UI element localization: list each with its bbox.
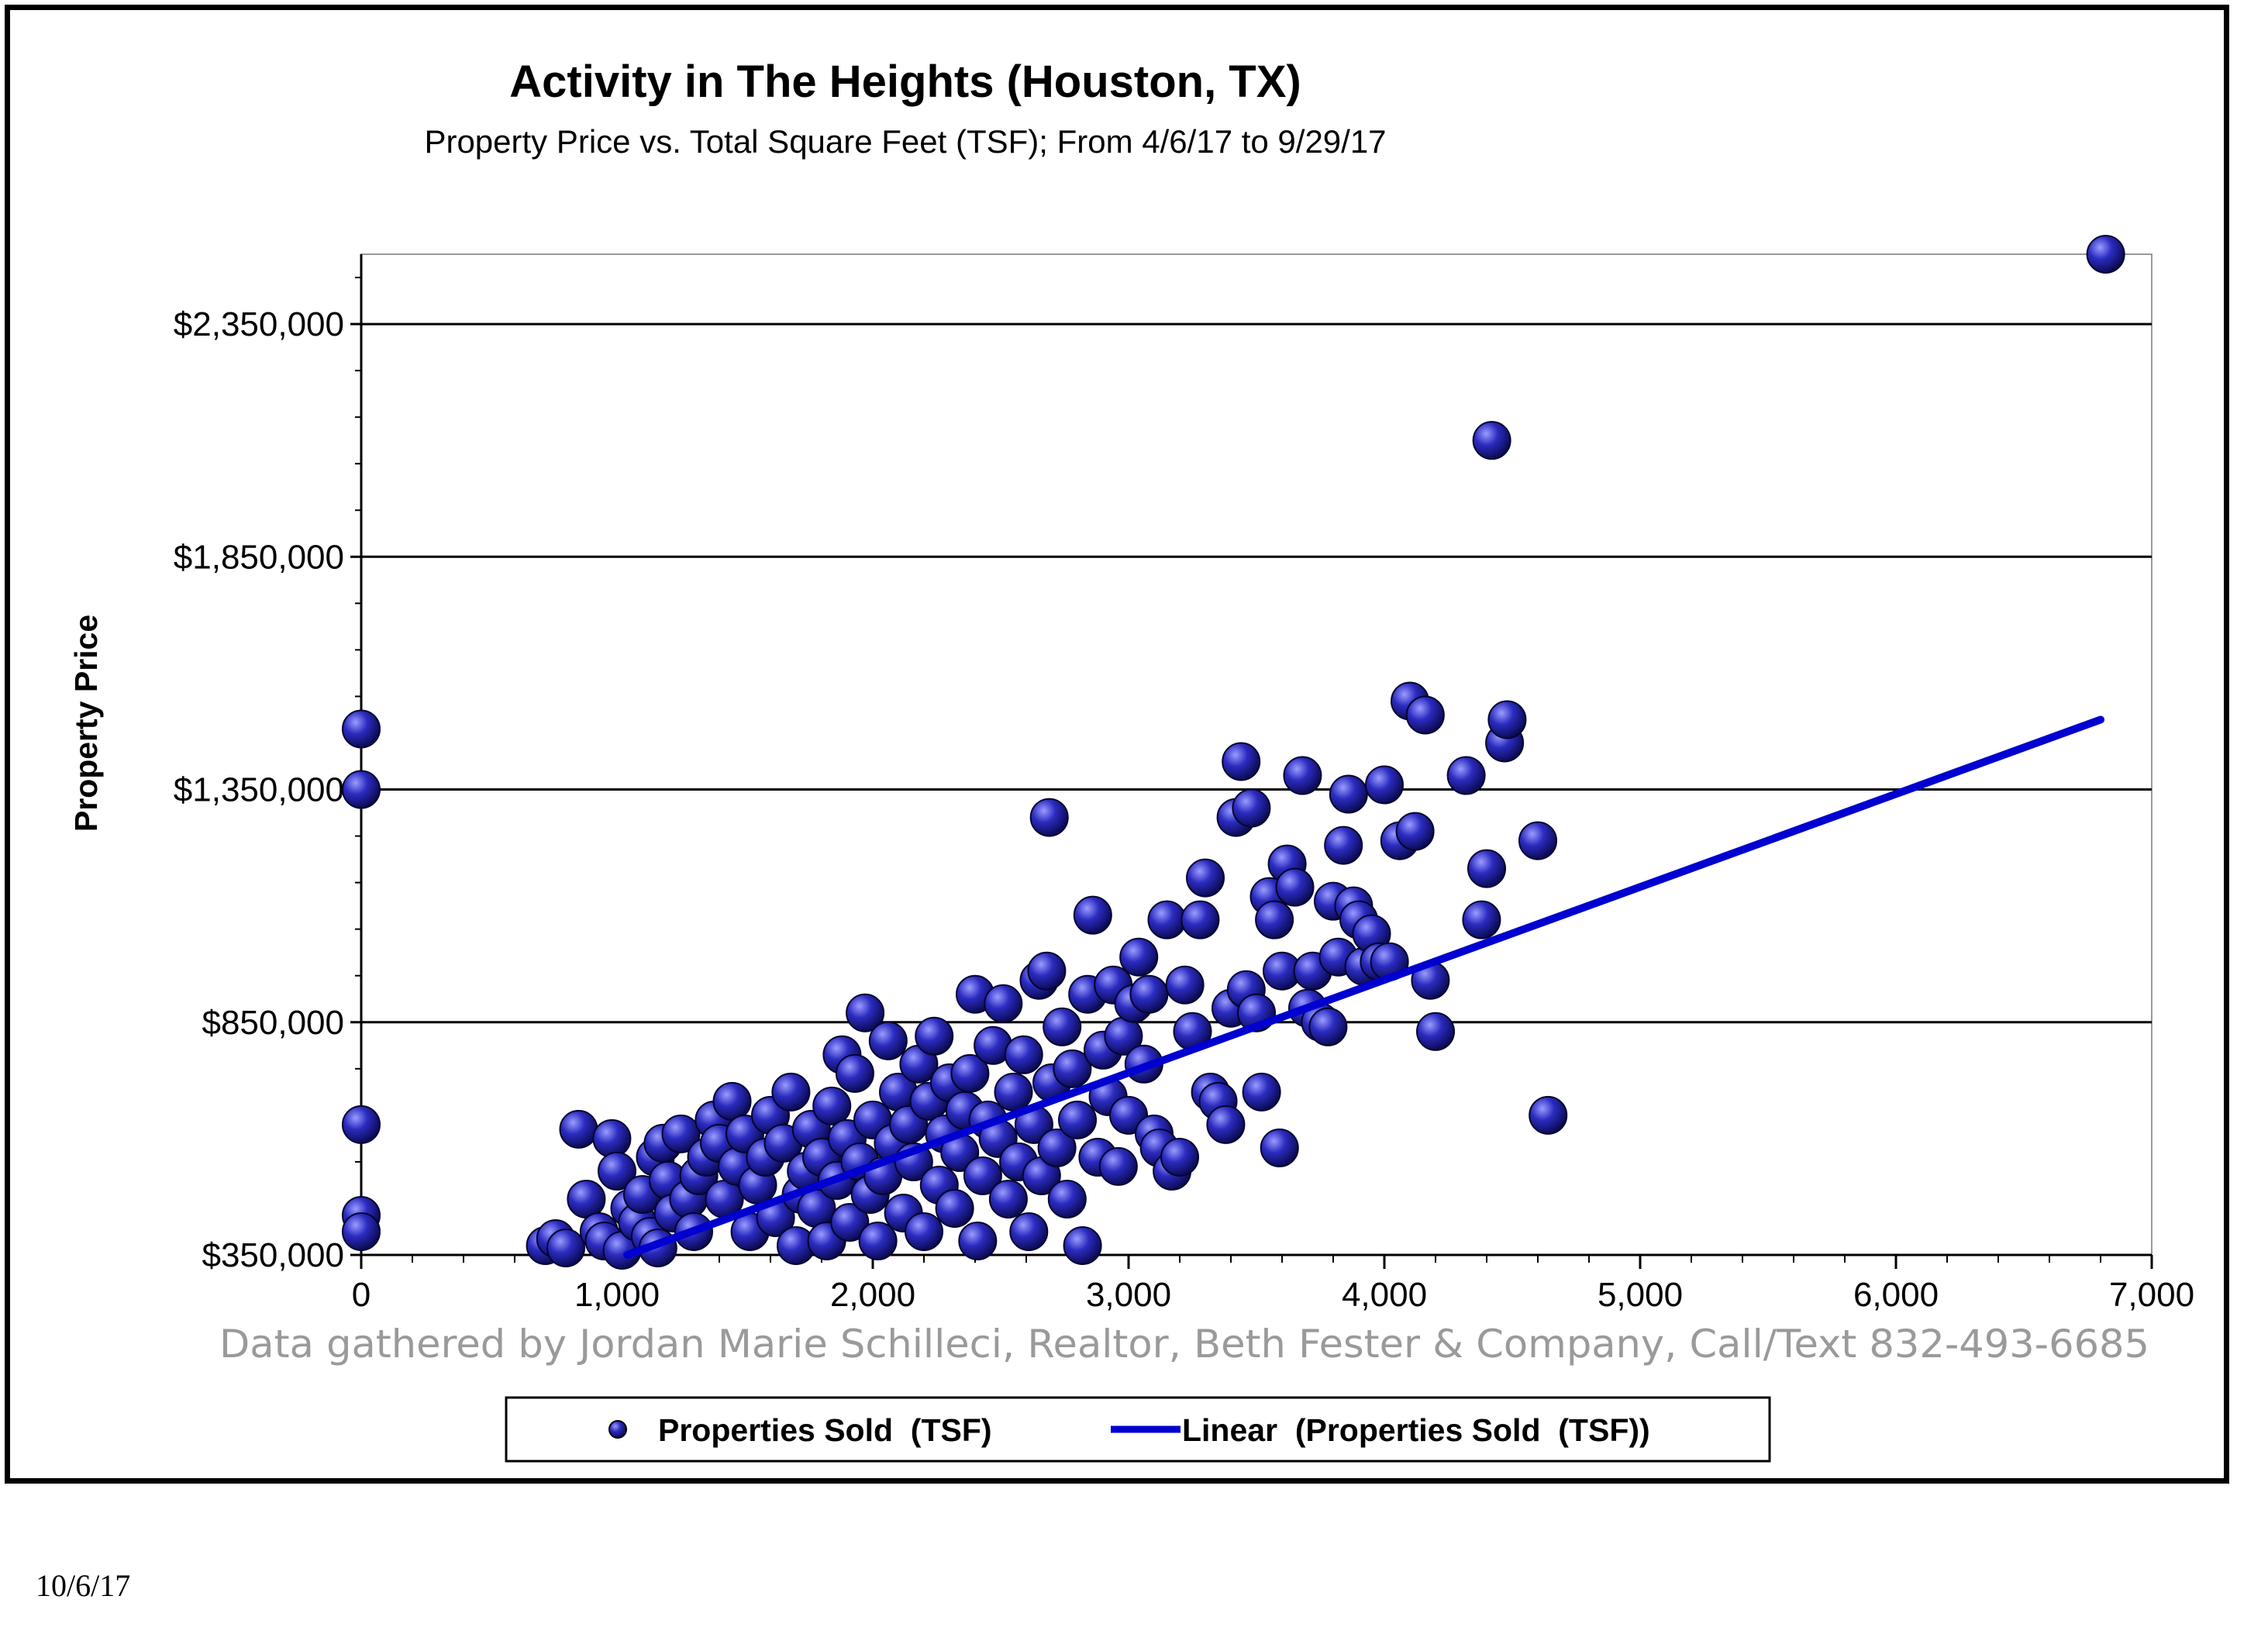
legend-marker-points: [608, 1420, 627, 1439]
data-point: [771, 1072, 811, 1112]
data-point: [1119, 937, 1159, 977]
data-point: [1518, 821, 1557, 860]
data-point: [1063, 1225, 1102, 1265]
data-point: [1529, 1095, 1568, 1135]
scatter-series: [342, 235, 2125, 1270]
chart-svg: Activity in The Heights (Houston, TX) Pr…: [68, 57, 2194, 1463]
data-point: [1129, 974, 1169, 1014]
data-point: [342, 1105, 381, 1144]
data-point: [559, 1109, 598, 1149]
data-point: [546, 1228, 585, 1267]
data-point: [1275, 867, 1315, 907]
trendline: [623, 715, 2104, 1259]
data-point: [1416, 1012, 1455, 1051]
data-point: [1232, 788, 1271, 828]
data-point: [935, 1188, 974, 1228]
data-point: [1462, 900, 1501, 939]
data-point: [1255, 900, 1294, 939]
data-point: [1487, 700, 1527, 739]
data-point: [1260, 1128, 1299, 1167]
data-point: [1395, 812, 1435, 851]
y-tick-label: $1,350,000: [174, 771, 344, 809]
data-point: [958, 1221, 998, 1260]
data-point: [592, 1119, 632, 1158]
data-point: [963, 1156, 1002, 1195]
data-point: [950, 1053, 990, 1093]
data-point: [984, 984, 1023, 1023]
y-tick-label: $350,000: [202, 1236, 344, 1274]
data-point: [1308, 1007, 1348, 1046]
data-point: [1242, 1072, 1281, 1112]
y-axis-ticks: $350,000 $850,000 $1,350,000 $1,850,000 $2,3…: [174, 277, 361, 1274]
data-point: [1037, 1128, 1077, 1167]
legend: Properties Sold (TSF) Linear (Properties…: [505, 1396, 1771, 1463]
data-point: [1073, 895, 1112, 935]
data-point: [858, 1221, 898, 1260]
x-tick-label: 1,000: [574, 1276, 660, 1314]
data-point: [846, 993, 885, 1032]
x-tick-label: 0: [352, 1276, 371, 1314]
chart-title: Activity in The Heights (Houston, TX): [509, 57, 1301, 107]
data-point: [1058, 1100, 1097, 1139]
y-axis-label: Property Price: [68, 615, 104, 832]
data-point: [1009, 1212, 1049, 1251]
y-tick-label: $2,350,000: [174, 305, 344, 343]
x-tick-label: 3,000: [1086, 1276, 1171, 1314]
data-point: [2086, 235, 2125, 274]
data-point: [1222, 742, 1261, 781]
legend-label-trendline: Linear (Properties Sold (TSF)): [1182, 1412, 1650, 1448]
data-point: [1324, 826, 1363, 865]
data-point: [1004, 1035, 1043, 1074]
data-point: [1027, 951, 1067, 991]
data-point: [830, 1202, 870, 1242]
data-point: [661, 1114, 701, 1153]
data-point: [1472, 421, 1511, 460]
data-point: [1053, 1049, 1092, 1088]
data-point: [868, 1021, 908, 1060]
y-tick-label: $1,850,000: [174, 538, 344, 576]
chart-frame: Activity in The Heights (Houston, TX) Pr…: [5, 5, 2229, 1484]
data-point: [1029, 798, 1069, 837]
data-point: [1206, 1105, 1246, 1144]
data-source-note: Data gathered by Jordan Marie Schilleci,…: [219, 1322, 2149, 1367]
data-point: [342, 709, 381, 749]
data-point: [342, 770, 381, 809]
y-tick-label: $850,000: [202, 1004, 344, 1042]
data-point: [1047, 1179, 1087, 1219]
data-point: [1365, 765, 1404, 805]
footer-date: 10/6/17: [36, 1568, 131, 1603]
data-point: [712, 1081, 752, 1121]
data-point: [1043, 1007, 1082, 1046]
data-point: [1405, 695, 1445, 735]
legend-label-points: Properties Sold (TSF): [658, 1412, 992, 1448]
x-tick-label: 6,000: [1853, 1276, 1939, 1314]
data-point: [342, 1212, 381, 1251]
data-point: [598, 1151, 636, 1191]
data-point: [1283, 756, 1322, 795]
data-point: [567, 1179, 606, 1219]
data-point: [994, 1072, 1033, 1112]
data-point: [1181, 900, 1220, 939]
data-point: [1186, 858, 1225, 898]
x-tick-label: 2,000: [830, 1276, 915, 1314]
x-axis-ticks: 0 1,000 2,000 3,000 4,000 5,000 6,000 7,000: [352, 1255, 2194, 1314]
data-point: [915, 1016, 954, 1056]
x-tick-label: 7,000: [2109, 1276, 2194, 1314]
data-point: [1098, 1146, 1138, 1186]
data-point: [835, 1053, 874, 1093]
data-point: [1160, 1137, 1199, 1177]
data-point: [1329, 774, 1368, 814]
data-point: [988, 1179, 1028, 1219]
data-point: [1165, 965, 1205, 1005]
data-point: [1446, 756, 1486, 795]
x-tick-label: 4,000: [1342, 1276, 1427, 1314]
data-point: [1467, 849, 1506, 888]
x-tick-label: 5,000: [1598, 1276, 1683, 1314]
data-point: [1147, 900, 1187, 939]
chart-subtitle: Property Price vs. Total Square Feet (TS…: [424, 123, 1386, 160]
data-point: [905, 1212, 943, 1251]
data-point: [812, 1086, 852, 1125]
